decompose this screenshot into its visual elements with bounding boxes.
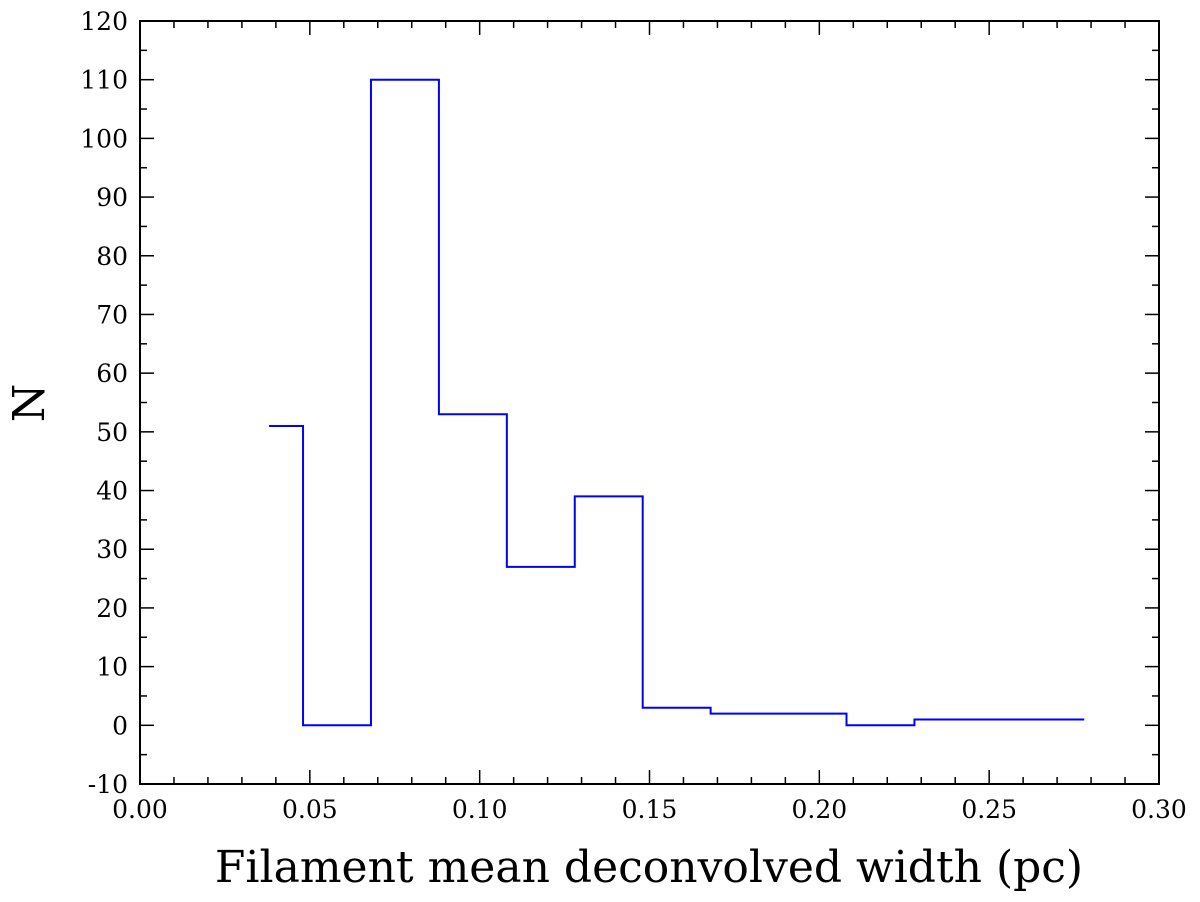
y-tick-label: 40 bbox=[96, 477, 128, 506]
y-tick-label: -10 bbox=[88, 770, 128, 799]
y-tick-label: 80 bbox=[96, 242, 128, 271]
y-tick-label: 70 bbox=[96, 300, 128, 329]
y-tick-label: 120 bbox=[80, 7, 128, 36]
x-tick-labels: 0.00 0.05 0.10 0.15 0.20 0.25 0.30 bbox=[112, 795, 1187, 824]
axis-ticks bbox=[139, 20, 1160, 785]
x-tick-label: 0.05 bbox=[282, 795, 338, 824]
x-tick-label: 0.20 bbox=[791, 795, 847, 824]
y-tick-label: 90 bbox=[96, 183, 128, 212]
histogram-step-line bbox=[269, 78, 1085, 727]
y-tick-label: 30 bbox=[96, 535, 128, 564]
x-tick-label: 0.30 bbox=[1131, 795, 1187, 824]
y-tick-label: 110 bbox=[80, 66, 128, 95]
y-tick-labels: -10 0 10 20 30 40 50 60 70 80 90 100 110 120 bbox=[80, 7, 128, 799]
x-axis-label: Filament mean deconvolved width (pc) bbox=[215, 842, 1083, 893]
series-group bbox=[269, 78, 1085, 727]
y-tick-label: 50 bbox=[96, 418, 128, 447]
x-tick-label: 0.15 bbox=[622, 795, 678, 824]
plot-frame bbox=[139, 20, 1160, 785]
y-tick-label: 20 bbox=[96, 594, 128, 623]
y-tick-label: 0 bbox=[112, 711, 128, 740]
y-tick-label: 10 bbox=[96, 653, 128, 682]
y-axis-label: N bbox=[4, 384, 55, 423]
x-tick-label: 0.10 bbox=[452, 795, 508, 824]
x-tick-label: 0.25 bbox=[961, 795, 1017, 824]
y-tick-label: 60 bbox=[96, 359, 128, 388]
y-tick-label: 100 bbox=[80, 124, 128, 153]
x-tick-label: 0.00 bbox=[112, 795, 168, 824]
